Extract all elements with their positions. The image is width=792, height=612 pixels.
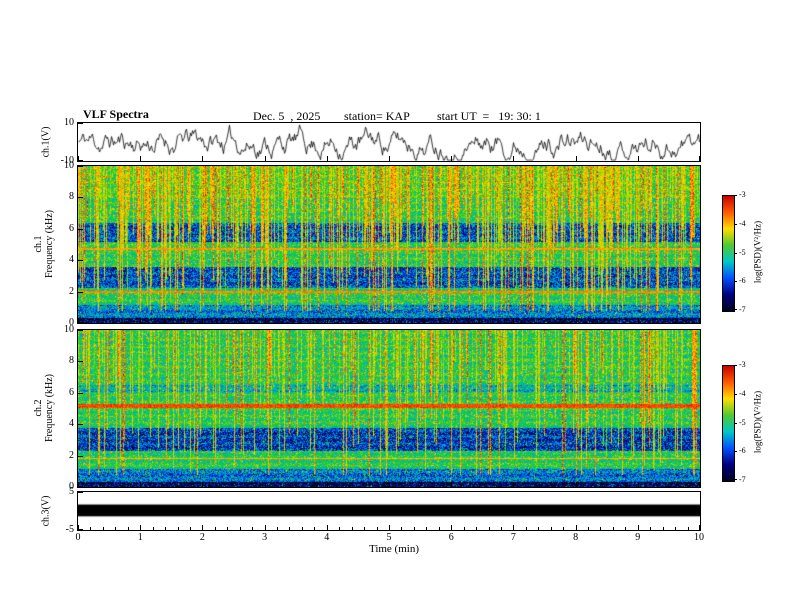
x-axis-label: Time (min) [368, 543, 419, 555]
y-tick-label: 0 [69, 317, 74, 328]
x-tick-label: 9 [635, 532, 641, 543]
y-tick-label: 10 [64, 160, 74, 171]
y-tick-label: 8 [69, 355, 74, 367]
axis-label-line: Frequency (kHz) [44, 209, 55, 279]
axis-label-line: ch.2 [33, 399, 44, 417]
x-tick-label: 6 [448, 532, 454, 543]
colorbar-ch1 [722, 195, 735, 312]
colorbar-tick-label: -6 [739, 276, 746, 286]
axis-label-line: Frequency (kHz) [44, 373, 55, 443]
colorbar-ch1-label: log(PSD)(V²/Hz) [752, 220, 763, 284]
ch2-frequency-axis-label: ch.2 Frequency (kHz) [33, 374, 55, 442]
ch1-spectrogram [77, 165, 701, 324]
y-tick-label: 2 [69, 285, 74, 297]
colorbar-tick-label: -3 [739, 360, 746, 369]
x-tick-label: 3 [262, 532, 268, 543]
y-tick-label: 10 [64, 324, 74, 335]
station-label: station= KAP [344, 109, 410, 123]
ch1-frequency-axis-label: ch.1 Frequency (kHz) [33, 210, 55, 278]
y-tick-label: 0 [69, 481, 74, 492]
colorbar-tick-label: -4 [739, 218, 746, 228]
figure-title: VLF Spectra [83, 107, 149, 121]
ch3-voltage-axis-label: ch.3(V) [40, 495, 52, 527]
colorbar-tick-label: -3 [739, 190, 746, 199]
colorbar-tick-label: -4 [739, 388, 746, 398]
x-tick-label: 0 [75, 532, 81, 543]
y-tick-label: 2 [69, 449, 74, 461]
ch2-spectrogram [77, 329, 701, 488]
figure-date: Dec. 5 , 2025 [253, 109, 321, 123]
x-tick-label: 1 [137, 532, 143, 543]
x-tick-label: 5 [386, 532, 392, 543]
x-tick-label: 10 [694, 532, 704, 543]
y-tick-label: 8 [69, 191, 74, 203]
x-tick-label: 7 [510, 532, 516, 543]
colorbar-ch2-label: log(PSD)(V²/Hz) [752, 390, 763, 454]
x-tick-label: 4 [324, 532, 330, 543]
colorbar-tick-label: -5 [739, 417, 746, 427]
colorbar-ch2 [722, 365, 735, 482]
x-tick-label: 2 [199, 532, 205, 543]
ch1-voltage-axis-label: ch.1(V) [40, 126, 52, 158]
x-tick-label: 8 [573, 532, 579, 543]
colorbar-tick-label: -5 [739, 247, 746, 257]
colorbar-tick-label: -7 [739, 305, 746, 314]
colorbar-tick-label: -7 [739, 475, 746, 484]
start-ut-label: start UT = 19: 30: 1 [437, 109, 541, 123]
colorbar-tick-label: -6 [739, 446, 746, 456]
axis-label-line: ch.1 [33, 235, 44, 253]
ch1-waveform-plot [77, 122, 701, 162]
ch3-waveform-plot [77, 491, 701, 531]
